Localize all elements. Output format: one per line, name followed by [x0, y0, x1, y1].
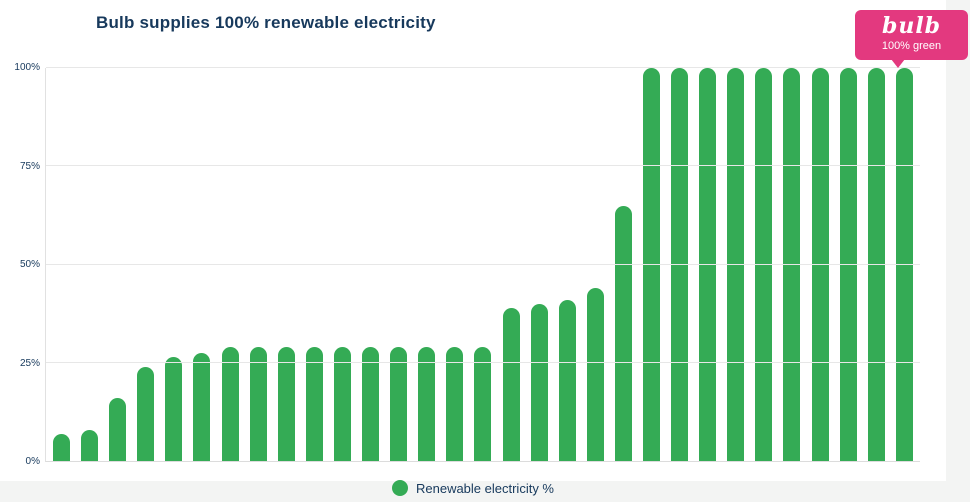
right-gutter: [946, 0, 970, 502]
gridline: [46, 361, 920, 363]
bar: [53, 433, 70, 461]
bar: [474, 347, 492, 461]
bar: [502, 307, 520, 461]
bar: [390, 347, 408, 461]
bar: [642, 68, 660, 461]
bar: [614, 205, 632, 461]
bar: [811, 68, 829, 461]
y-tick-label: 100%: [14, 62, 40, 73]
chart-title: Bulb supplies 100% renewable electricity: [96, 13, 436, 32]
bar: [333, 347, 351, 461]
bar: [586, 288, 604, 461]
bar: [418, 347, 436, 461]
bar: [530, 303, 548, 461]
bar: [305, 347, 323, 461]
gridline: [46, 165, 920, 167]
bar: [193, 352, 211, 461]
bar: [671, 68, 689, 461]
bar: [727, 68, 745, 461]
bars: [46, 68, 920, 461]
bar: [895, 68, 913, 461]
y-tick-label: 0%: [25, 456, 40, 467]
bar: [699, 68, 717, 461]
plot-area: [45, 67, 920, 462]
bulb-badge: bulb 100% green: [855, 10, 968, 69]
bottom-gutter: [0, 481, 970, 502]
bulb-logo: bulb: [881, 13, 942, 39]
chart-card: Bulb supplies 100% renewable electricity…: [0, 13, 920, 467]
bar: [277, 347, 295, 461]
bar: [165, 356, 183, 461]
bar: [221, 347, 239, 461]
bar: [558, 299, 576, 461]
bar: [783, 68, 801, 461]
gridline: [46, 263, 920, 265]
bar: [867, 68, 885, 461]
y-axis: 0% 25% 50% 75% 100%: [0, 62, 40, 467]
bar: [839, 68, 857, 461]
y-tick-label: 50%: [19, 259, 40, 270]
y-tick-label: 75%: [19, 160, 40, 172]
legend-marker-icon: [391, 480, 408, 496]
bar: [249, 347, 267, 461]
gridline: [46, 67, 920, 68]
badge-pointer-icon: [891, 59, 905, 69]
bar: [362, 347, 380, 461]
y-tick-label: 25%: [19, 357, 40, 369]
bar: [446, 347, 464, 461]
badge-subtitle: 100% green: [881, 40, 942, 53]
bar: [81, 429, 99, 461]
bar: [137, 366, 155, 461]
legend-label: Renewable electricity %: [415, 480, 554, 496]
bar: [109, 398, 127, 461]
legend: Renewable electricity %: [0, 480, 946, 496]
bar: [755, 68, 773, 461]
